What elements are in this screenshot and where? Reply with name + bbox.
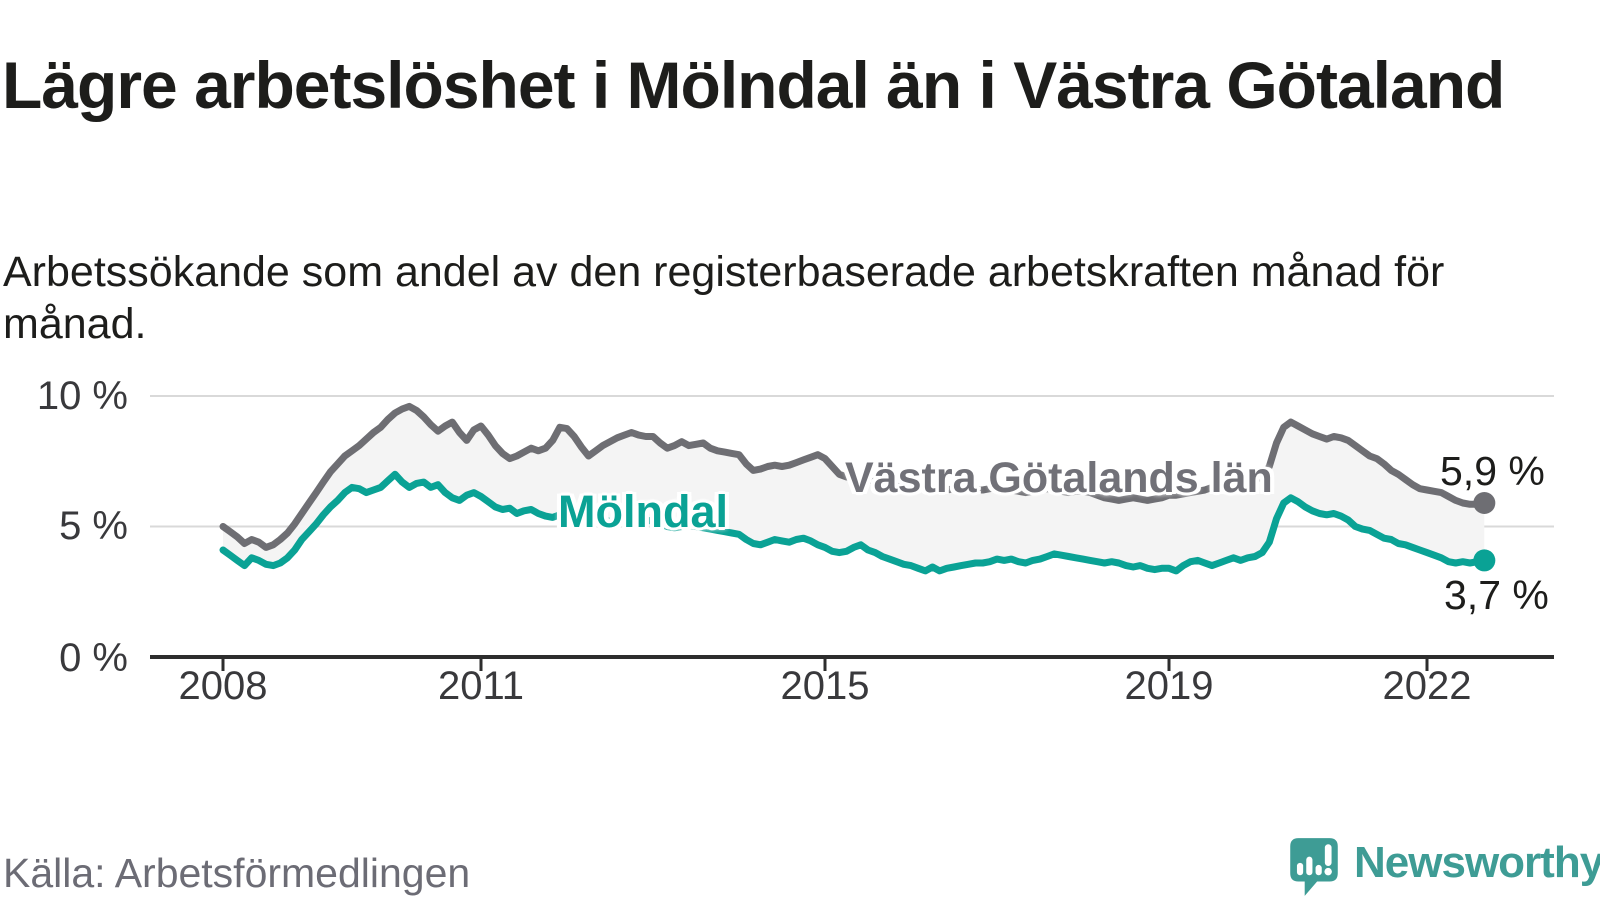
end-value-label-vastra-gotaland: 5,9 %	[1440, 448, 1545, 494]
line-molndal	[219, 470, 1488, 575]
series-gap-band	[223, 406, 1485, 571]
line-vastra-gotaland	[219, 402, 1488, 551]
source-note: Källa: Arbetsförmedlingen	[3, 850, 471, 896]
x-axis-label-2022: 2022	[1382, 664, 1472, 708]
x-axis-label-2008: 2008	[178, 664, 268, 708]
end-dot-molndal	[1473, 549, 1496, 572]
x-axis-label-2011: 2011	[437, 664, 524, 708]
y-axis-label-5: 5 %	[59, 504, 128, 548]
newsworthy-logo-icon	[1290, 838, 1338, 896]
page-title: Lägre arbetslöshet i Mölndal än i Västra…	[2, 48, 1505, 123]
series-label-vastra-gotaland: Västra Götalands län	[845, 454, 1273, 502]
x-axis-label-2015: 2015	[780, 664, 870, 708]
page-subtitle: Arbetssökande som andel av den registerb…	[3, 248, 1445, 349]
end-value-label-molndal: 3,7 %	[1444, 572, 1549, 618]
series-label-molndal: Mölndal	[558, 486, 728, 537]
x-axis-label-2019: 2019	[1124, 664, 1214, 708]
y-axis-label-10: 10 %	[36, 374, 128, 418]
end-dot-vastra-gotaland	[1473, 492, 1496, 515]
newsworthy-logo: Newsworthy	[1288, 836, 1600, 898]
newsworthy-logo-text: Newsworthy	[1354, 838, 1600, 887]
y-axis-label-0: 0 %	[59, 636, 128, 680]
